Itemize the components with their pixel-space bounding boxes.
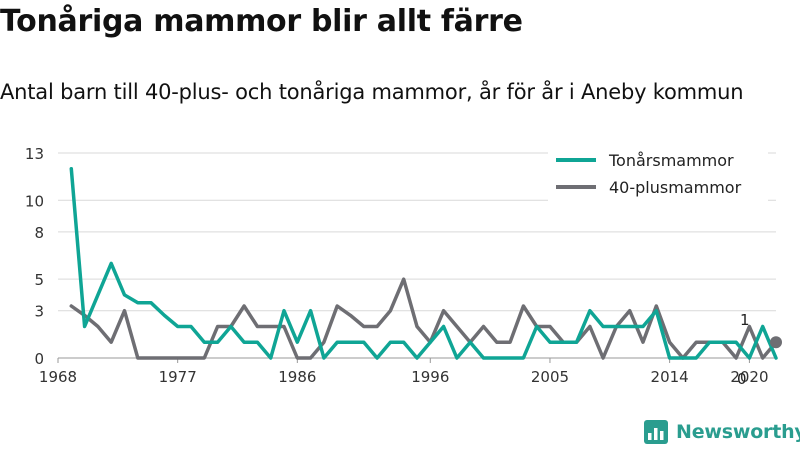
x-tick-label: 2014 [651,368,689,386]
series-line-forty [71,279,776,358]
y-tick-label: 3 [34,303,44,321]
y-tick-label: 8 [34,224,44,242]
x-tick-label: 1977 [159,368,197,386]
chart-logo-icon [644,420,668,444]
y-tick-label: 5 [34,271,44,289]
x-tick-label: 1968 [39,368,77,386]
x-tick-label: 1996 [411,368,449,386]
brand-logo: Newsworthy [644,420,800,444]
x-tick-label: 2005 [531,368,569,386]
end-label-teen: 0 [737,370,747,388]
y-tick-label: 0 [34,350,44,368]
legend-label-teen: Tonårsmammor [608,151,734,170]
x-tick-label: 1986 [278,368,316,386]
end-label-forty: 1 [740,311,750,329]
y-tick-label: 10 [25,192,44,210]
y-axis-ticks: 0 3 5 8 10 13 [25,145,44,368]
x-axis-ticks: 1968 1977 1986 1996 2005 2014 2020 [39,358,769,386]
legend: Tonårsmammor 40-plusmammor [548,144,768,202]
legend-label-forty: 40-plusmammor [609,178,742,197]
y-tick-label: 13 [25,145,44,163]
brand-name: Newsworthy [676,421,800,443]
end-point-forty [770,336,782,348]
